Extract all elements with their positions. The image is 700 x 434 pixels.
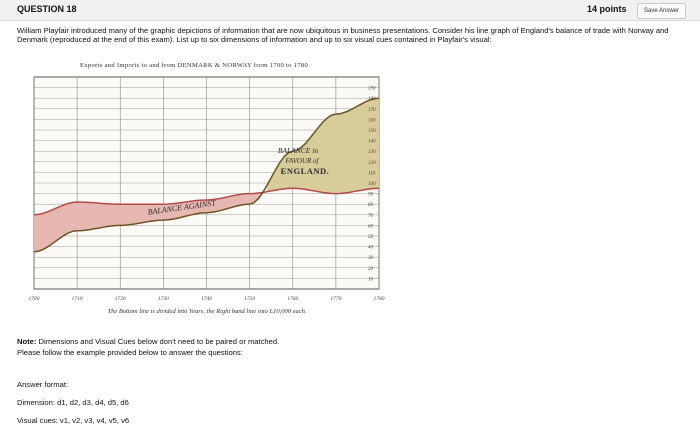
y-tick-label: 140 — [368, 140, 376, 145]
x-tick-label: 1750 — [244, 296, 255, 302]
y-tick-label: 110 — [368, 171, 376, 176]
playfair-figure: 1700 1710 1720 1730 1740 1750 1760 1770 1780 190… — [24, 55, 390, 325]
figure-caption: The Bottom line is divided into Years, t… — [107, 308, 306, 315]
y-tick-label: 150 — [368, 129, 376, 134]
x-tick-label: 1770 — [330, 296, 341, 302]
answer-format-heading: Answer format: — [17, 380, 69, 389]
x-tick-label: 1730 — [158, 296, 169, 302]
y-tick-label: 80 — [368, 203, 374, 208]
playfair-chart: 1700 1710 1720 1730 1740 1750 1760 1770 1780 190… — [29, 76, 385, 315]
answer-format-block: Answer format: Dimension: d1, d2, d3, d4… — [17, 376, 129, 430]
y-tick-label: 50 — [368, 235, 374, 240]
save-answer-button[interactable]: Save Answer — [637, 3, 687, 19]
y-tick-label: 160 — [368, 118, 376, 123]
y-tick-label: 130 — [368, 150, 376, 155]
question-text: William Playfair introduced many of the … — [17, 26, 669, 45]
x-tick-labels: 1700 1710 1720 1730 1740 1750 1760 1770 1780 — [29, 295, 385, 302]
x-tick-label: 1700 — [29, 296, 40, 302]
note-label: Note: — [17, 337, 37, 346]
question-points: 14 points — [587, 4, 627, 14]
y-tick-label: 70 — [368, 214, 374, 219]
y-tick-label: 100 — [368, 182, 376, 187]
favour-label: BALANCE in FAVOUR of ENGLAND. — [278, 146, 329, 176]
balance-favour-area — [266, 98, 379, 194]
y-tick-label: 180 — [368, 97, 376, 102]
note-text: Dimensions and Visual Cues below don't n… — [38, 337, 280, 346]
figure-title: Exports and Imports to and from DENMARK … — [80, 62, 311, 69]
y-tick-label: 190 — [368, 87, 376, 92]
y-tick-label: 20 — [368, 267, 374, 272]
exports-line — [33, 97, 380, 253]
balance-against-area — [34, 192, 263, 252]
y-tick-label: 120 — [368, 161, 376, 166]
question-header: QUESTION 18 14 points Save Answer — [0, 0, 700, 21]
y-tick-label: 40 — [368, 246, 374, 251]
favour-label-line-2: FAVOUR of — [285, 157, 320, 165]
note-line-2: Please follow the example provided below… — [17, 348, 243, 357]
y-tick-label: 60 — [368, 224, 374, 229]
y-tick-label: 30 — [368, 256, 374, 261]
x-tick-label: 1780 — [374, 296, 385, 302]
y-tick-label: 90 — [368, 193, 374, 198]
answer-format-visual: Visual cues: v1, v2, v3, v4, v5, v6 — [17, 416, 130, 425]
x-tick-label: 1720 — [115, 296, 126, 302]
y-tick-label: 170 — [368, 108, 376, 113]
x-tick-label: 1740 — [201, 295, 212, 302]
question-title: QUESTION 18 — [17, 4, 77, 14]
y-tick-labels: 190 180 170 160 150 140 130 120 110 100 90 80 70 60 50… — [368, 87, 376, 283]
note-block: Note: Dimensions and Visual Cues below d… — [17, 336, 279, 358]
favour-label-line-1: BALANCE in — [278, 146, 318, 155]
imports-line — [33, 187, 380, 216]
y-tick-label: 10 — [368, 277, 374, 282]
answer-format-dimension: Dimension: d1, d2, d3, d4, d5, d6 — [17, 398, 129, 407]
favour-label-line-3: ENGLAND. — [281, 166, 330, 176]
x-tick-label: 1710 — [72, 296, 83, 302]
x-tick-label: 1760 — [287, 296, 298, 302]
